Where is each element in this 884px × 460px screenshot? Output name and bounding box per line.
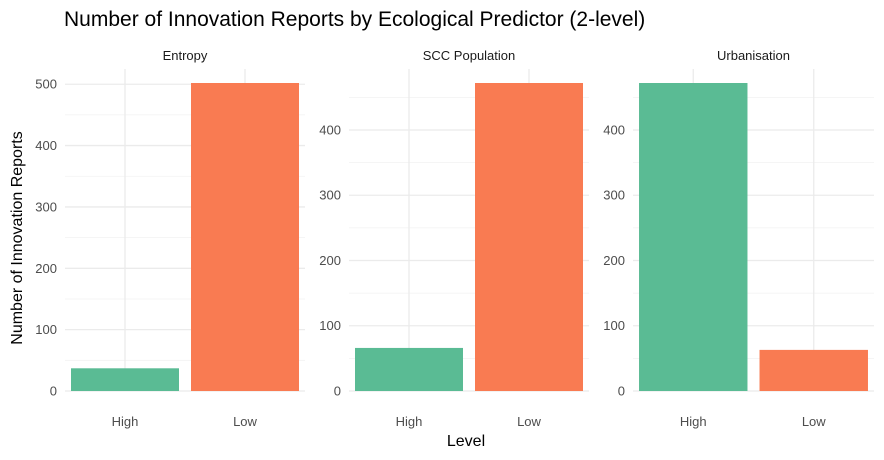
x-tick-label: High [680, 414, 707, 429]
y-tick-label: 300 [319, 188, 341, 203]
y-tick-label: 400 [35, 138, 57, 153]
y-tick-label: 500 [35, 77, 57, 92]
y-tick-label: 400 [319, 122, 341, 137]
y-tick-label: 400 [603, 122, 625, 137]
x-tick-label: High [396, 414, 423, 429]
y-tick-label: 0 [50, 384, 57, 399]
y-tick-label: 100 [319, 318, 341, 333]
y-tick-label: 0 [618, 384, 625, 399]
x-tick-label: High [112, 414, 139, 429]
y-tick-label: 300 [603, 188, 625, 203]
x-tick-label: Low [802, 414, 826, 429]
y-tick-label: 200 [319, 253, 341, 268]
bar-low [759, 349, 868, 391]
bar-high [639, 83, 748, 391]
y-axis-title: Number of Innovation Reports [9, 131, 26, 344]
chart-title: Number of Innovation Reports by Ecologic… [64, 8, 645, 31]
y-tick-label: 200 [603, 253, 625, 268]
bar-low [191, 83, 299, 391]
facet-strip-label: SCC Population [423, 48, 516, 63]
bar-low [475, 83, 583, 391]
y-tick-label: 0 [334, 384, 341, 399]
facet-panel: 0 100 200 300 400 High Low Urbanisation [603, 48, 874, 429]
x-tick-label: Low [233, 414, 257, 429]
bar-high [71, 368, 179, 391]
y-tick-label: 100 [603, 318, 625, 333]
y-tick-label: 300 [35, 199, 57, 214]
facet-panel: 0 100 200 300 400 500 High Low Entropy [35, 48, 305, 429]
bar-high [355, 347, 463, 391]
y-tick-label: 200 [35, 261, 57, 276]
x-tick-label: Low [517, 414, 541, 429]
x-axis-title: Level [447, 433, 485, 450]
facet-panels: 0 100 200 300 400 500 High Low Entropy 0 100 200 300… [35, 48, 874, 429]
facet-strip-label: Entropy [163, 48, 208, 63]
facet-panel: 0 100 200 300 400 High Low SCC Population [319, 48, 589, 429]
facet-strip-label: Urbanisation [717, 48, 790, 63]
y-tick-label: 100 [35, 322, 57, 337]
